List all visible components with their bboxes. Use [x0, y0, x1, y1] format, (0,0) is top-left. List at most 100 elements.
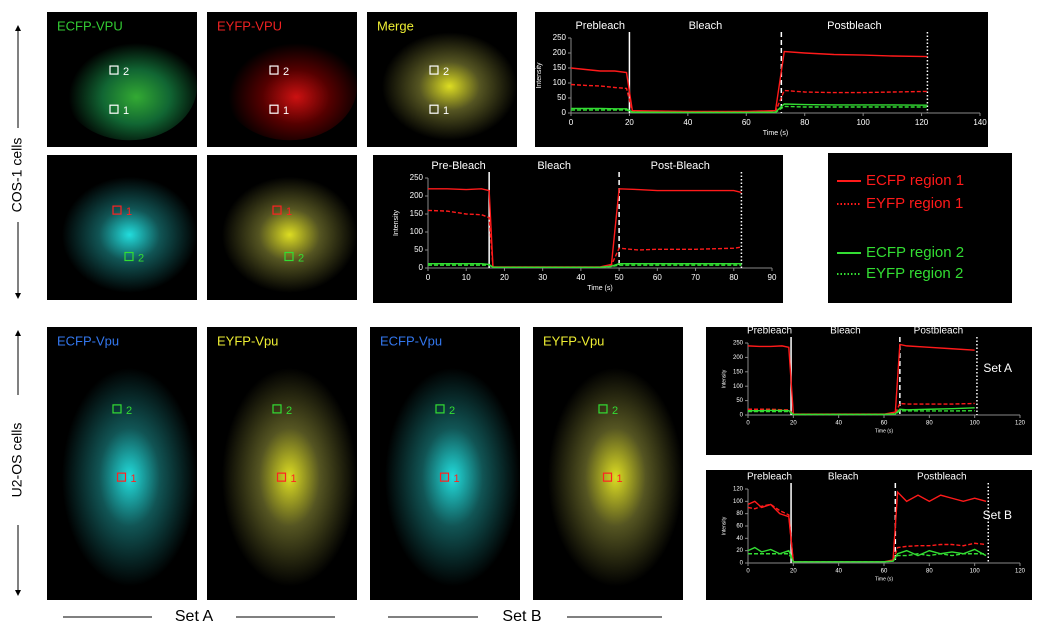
y-tick-label: 40	[736, 536, 743, 542]
y-tick-label: 60	[736, 524, 743, 530]
roi-label: 1	[443, 105, 449, 117]
set-annotation: Set B	[983, 508, 1012, 522]
legend-label: EYFP region 2	[866, 265, 963, 282]
roi-label: 2	[443, 66, 449, 78]
roi-box	[435, 404, 445, 414]
roi-label: 2	[123, 66, 129, 78]
legend-label: EYFP region 1	[866, 195, 963, 212]
roi-box	[116, 472, 127, 482]
cell-body	[222, 32, 357, 141]
chart-background	[535, 12, 988, 147]
y-tick-label: 0	[562, 108, 567, 117]
x-tick-label: 20	[500, 273, 509, 282]
roi-label: 1	[617, 473, 623, 485]
x-tick-label: 50	[615, 273, 624, 282]
x-tick-label: 100	[856, 118, 870, 127]
roi-label: 2	[126, 405, 132, 417]
legend-label: ECFP region 1	[866, 172, 964, 189]
y-tick-label: 250	[553, 33, 567, 42]
y-tick-label: 20	[736, 548, 743, 554]
phase-label: Postbleach	[917, 472, 966, 483]
series-line	[748, 409, 975, 416]
y-tick-label: 0	[419, 263, 424, 272]
y-tick-label: 250	[410, 173, 424, 182]
image-label: EYFP-Vpu	[543, 333, 604, 348]
roi-label: 1	[283, 105, 289, 117]
set-annotation: Set A	[983, 361, 1012, 375]
y-tick-label: 100	[553, 78, 567, 87]
roi-label: 1	[286, 206, 292, 218]
x-tick-label: 60	[653, 273, 662, 282]
cell-body	[382, 32, 517, 141]
side-label: COS-1 cells	[9, 138, 25, 213]
y-tick-label: 200	[553, 48, 567, 57]
x-tick-label: 80	[800, 118, 809, 127]
y-tick-label: 150	[410, 209, 424, 218]
x-tick-label: 30	[538, 273, 547, 282]
roi-label: 1	[291, 473, 297, 485]
roi-box	[598, 404, 608, 414]
x-tick-label: 10	[462, 273, 471, 282]
x-tick-label: 40	[835, 421, 842, 427]
x-tick-label: 20	[790, 569, 797, 575]
roi-box	[439, 472, 450, 482]
legend-label: ECFP region 2	[866, 244, 964, 261]
phase-label: Post-Bleach	[651, 160, 710, 172]
x-tick-label: 40	[683, 118, 692, 127]
roi-label: 2	[138, 252, 144, 264]
x-tick-label: 0	[426, 273, 431, 282]
phase-label: Bleach	[537, 160, 571, 172]
x-tick-label: 0	[746, 569, 750, 575]
cell-body	[62, 176, 197, 293]
y-tick-label: 250	[733, 341, 744, 347]
side-label: U2-OS cells	[9, 423, 25, 498]
phase-label: Pre-Bleach	[431, 160, 485, 172]
y-axis-label: Intensity	[721, 516, 727, 535]
roi-label: 1	[131, 473, 137, 485]
cell-body	[385, 367, 520, 587]
cell-body	[62, 367, 197, 587]
roi-box	[276, 472, 287, 482]
phase-label: Bleach	[689, 20, 723, 32]
phase-label: Prebleach	[747, 472, 792, 483]
image-label: ECFP-Vpu	[57, 333, 119, 348]
cell-body	[222, 367, 357, 587]
roi-box	[112, 404, 122, 414]
roi-label: 2	[612, 405, 618, 417]
y-tick-label: 200	[410, 191, 424, 200]
x-tick-label: 80	[729, 273, 738, 282]
roi-box	[272, 205, 282, 215]
x-tick-label: 60	[881, 569, 888, 575]
x-tick-label: 60	[742, 118, 751, 127]
legend-box	[828, 153, 1012, 303]
roi-label: 2	[286, 405, 292, 417]
roi-box	[284, 251, 294, 262]
roi-box	[124, 251, 134, 262]
x-tick-label: 120	[1015, 569, 1026, 575]
x-tick-label: 20	[625, 118, 634, 127]
y-axis-label: Intensity	[721, 369, 727, 388]
y-tick-label: 0	[740, 561, 744, 567]
x-tick-label: 100	[970, 421, 981, 427]
cell-body	[62, 32, 197, 141]
y-tick-label: 50	[736, 398, 743, 404]
y-axis-label: Intensity	[536, 62, 543, 89]
roi-box	[112, 205, 122, 215]
roi-label: 2	[449, 405, 455, 417]
chart-background	[706, 470, 1032, 600]
y-tick-label: 50	[414, 245, 423, 254]
roi-box	[269, 104, 279, 114]
y-tick-label: 100	[410, 227, 424, 236]
roi-box	[272, 404, 282, 414]
y-tick-label: 100	[733, 499, 744, 505]
cell-body	[222, 176, 357, 293]
x-axis-label: Time (s)	[875, 576, 893, 582]
set-label: Set B	[502, 608, 541, 625]
roi-label: 1	[126, 206, 132, 218]
cell-body	[548, 367, 683, 587]
x-tick-label: 120	[915, 118, 929, 127]
series-line	[747, 546, 987, 563]
phase-label: Postbleach	[827, 20, 881, 32]
phase-label: Bleach	[830, 326, 861, 337]
y-tick-label: 200	[733, 355, 744, 361]
